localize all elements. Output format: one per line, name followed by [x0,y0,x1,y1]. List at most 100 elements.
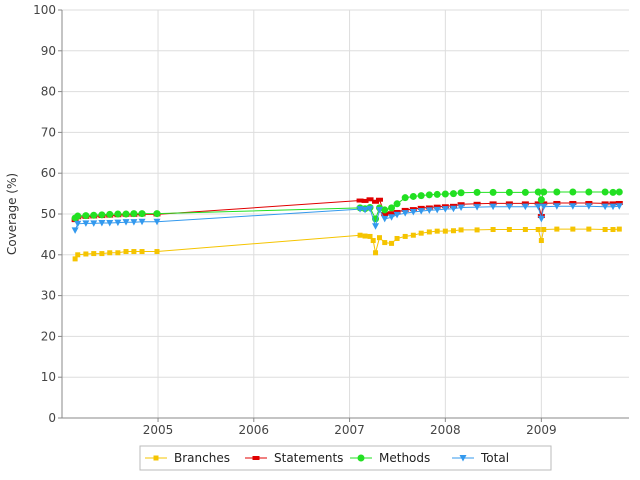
data-point-branches [610,227,616,233]
data-point-methods [540,188,548,196]
data-point-branches [99,251,105,257]
data-point-statements [601,201,609,206]
data-point-methods [489,188,497,196]
data-point-branches [362,233,368,239]
series-branches [72,226,622,262]
data-point-branches [442,228,448,234]
data-point-total [417,208,425,215]
data-point-total [537,215,545,223]
data-point-branches [373,250,379,256]
data-point-methods [521,188,529,196]
data-point-total [372,223,380,230]
data-point-methods [425,191,433,199]
data-point-branches [389,240,395,246]
data-point-branches [72,256,78,262]
x-tick-label: 2008 [430,423,461,437]
data-point-methods [534,188,542,196]
data-point-methods [537,196,545,204]
data-point-methods [601,188,609,196]
legend-marker-methods [357,454,365,462]
data-point-methods [401,194,409,202]
data-point-total [82,220,90,227]
x-tick-label: 2005 [143,423,174,437]
data-point-statements [585,200,593,205]
data-point-branches [123,249,129,255]
data-point-methods [98,211,106,219]
data-point-methods [393,200,401,208]
data-point-branches [91,251,97,257]
data-point-statements [388,211,396,216]
data-point-total [106,219,114,227]
data-point-statements [381,212,389,216]
data-point-branches [490,227,496,233]
data-point-branches [107,250,113,256]
x-tick-label: 2009 [526,423,557,437]
data-point-branches [538,238,544,244]
data-point-statements [505,201,513,206]
data-point-total [381,215,389,223]
legend-label-branches: Branches [174,451,230,465]
data-point-branches [376,235,382,241]
data-point-total [433,206,441,214]
data-point-methods [433,190,441,198]
data-point-branches [115,250,121,256]
series-methods [71,188,623,223]
data-point-methods [122,210,130,218]
series-total [71,203,623,234]
data-point-methods [449,190,457,198]
data-point-statements [417,205,425,210]
data-point-branches [535,227,541,233]
data-point-branches [139,249,145,255]
data-point-total [98,219,106,227]
data-point-total [153,218,161,226]
data-point-total [473,204,481,211]
data-point-branches [426,229,432,235]
data-point-branches [75,252,81,258]
data-point-total [489,203,497,211]
data-point-total [521,203,529,211]
y-tick-labels: 0 10 20 30 40 50 60 70 80 90 100 [33,3,62,425]
series-line-methods [74,191,620,221]
data-point-methods [417,192,425,200]
data-point-total [401,210,409,217]
data-point-statements [534,201,542,206]
data-point-statements [401,207,409,212]
data-point-branches [554,226,560,232]
data-point-total [534,203,542,211]
x-tick-label: 2006 [239,423,270,437]
data-point-methods [457,189,465,197]
data-point-methods [585,188,593,196]
data-point-methods [569,188,577,196]
y-tick-label: 50 [41,207,56,221]
data-point-total [425,207,433,214]
data-point-statements [609,201,617,206]
data-point-total [122,219,130,226]
legend-marker-total [459,455,467,462]
data-point-statements [366,197,374,202]
data-point-branches [434,228,440,234]
data-point-total [71,227,79,234]
legend-marker-statements [252,456,260,460]
data-point-branches [357,232,363,238]
data-point-branches [506,227,512,233]
data-point-methods [381,206,389,214]
data-point-total [356,206,364,213]
data-point-methods [609,188,617,196]
data-point-total [553,203,561,210]
data-point-statements [372,199,380,204]
data-point-methods [553,188,561,196]
legend: Branches Statements Methods Total [139,445,552,471]
data-point-methods [106,210,114,218]
data-point-total [74,220,82,228]
data-point-statements [540,201,548,206]
data-point-total [457,204,465,211]
data-point-statements [569,200,577,205]
data-point-total [601,203,609,211]
data-point-branches [458,227,464,233]
data-point-statements [375,197,383,202]
data-point-statements [457,202,465,207]
data-point-branches [83,251,89,257]
data-point-total [441,206,449,213]
y-tick-label: 80 [41,85,56,99]
